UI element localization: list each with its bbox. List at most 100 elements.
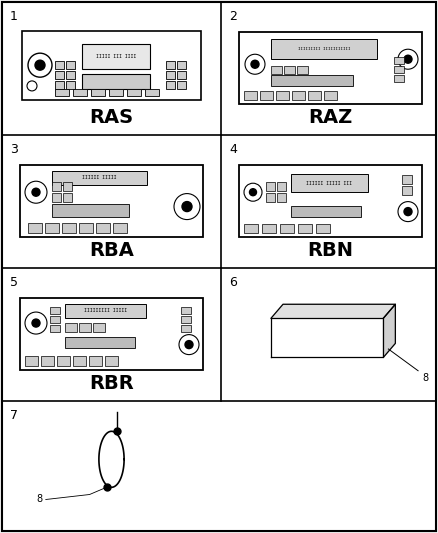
Circle shape bbox=[251, 60, 259, 68]
Bar bbox=[28, 223, 42, 233]
Text: RBA: RBA bbox=[89, 240, 134, 260]
Bar bbox=[52, 193, 61, 202]
Text: 4: 4 bbox=[229, 143, 237, 156]
Bar bbox=[52, 205, 129, 216]
Bar bbox=[82, 44, 150, 69]
Text: 5: 5 bbox=[10, 276, 18, 289]
Text: RAZ: RAZ bbox=[308, 108, 353, 126]
Bar bbox=[55, 61, 64, 69]
Bar bbox=[177, 61, 186, 69]
Bar bbox=[284, 66, 295, 74]
Bar bbox=[277, 193, 286, 202]
Text: 7: 7 bbox=[10, 409, 18, 422]
Bar bbox=[55, 71, 64, 79]
Bar bbox=[266, 182, 275, 191]
Bar bbox=[65, 324, 77, 333]
Text: 3: 3 bbox=[10, 143, 18, 156]
Text: IIIIIIIII IIIII: IIIIIIIII IIIII bbox=[84, 309, 127, 313]
Bar bbox=[145, 90, 159, 96]
Text: 1: 1 bbox=[10, 10, 18, 23]
Bar bbox=[20, 298, 203, 370]
Bar bbox=[55, 90, 69, 96]
Bar bbox=[73, 356, 86, 366]
Bar bbox=[394, 57, 404, 64]
Bar bbox=[292, 91, 305, 100]
Bar bbox=[50, 325, 60, 333]
Bar bbox=[79, 223, 93, 233]
Bar bbox=[66, 82, 75, 90]
Bar bbox=[266, 193, 275, 202]
Text: IIIIII IIIII: IIIIII IIIII bbox=[82, 175, 117, 180]
Bar bbox=[89, 356, 102, 366]
Bar bbox=[271, 39, 377, 59]
Bar bbox=[109, 90, 123, 96]
Bar bbox=[127, 90, 141, 96]
Bar bbox=[25, 356, 38, 366]
Bar bbox=[57, 356, 70, 366]
Circle shape bbox=[250, 189, 257, 196]
Bar bbox=[291, 206, 360, 216]
Bar bbox=[79, 324, 91, 333]
Bar bbox=[394, 66, 404, 73]
Bar bbox=[260, 91, 273, 100]
Bar bbox=[73, 90, 87, 96]
Bar bbox=[181, 308, 191, 314]
Bar bbox=[316, 224, 330, 233]
Bar bbox=[63, 182, 72, 191]
Bar bbox=[402, 186, 412, 195]
Bar bbox=[166, 61, 175, 69]
Bar bbox=[308, 91, 321, 100]
Bar bbox=[82, 74, 150, 90]
Text: 2: 2 bbox=[229, 10, 237, 23]
Bar bbox=[277, 182, 286, 191]
Circle shape bbox=[32, 188, 40, 196]
Text: IIIIII IIIII III: IIIIII IIIII III bbox=[307, 181, 353, 185]
Bar bbox=[298, 224, 312, 233]
Text: 8: 8 bbox=[37, 495, 43, 505]
Bar bbox=[52, 182, 61, 191]
Text: RBN: RBN bbox=[307, 240, 353, 260]
Bar bbox=[96, 223, 110, 233]
Bar bbox=[394, 75, 404, 82]
Bar bbox=[276, 91, 289, 100]
Circle shape bbox=[185, 341, 193, 349]
Bar bbox=[41, 356, 54, 366]
Bar bbox=[271, 75, 353, 86]
Bar bbox=[280, 224, 294, 233]
Bar bbox=[50, 317, 60, 324]
Bar bbox=[66, 71, 75, 79]
Circle shape bbox=[182, 201, 192, 212]
Bar bbox=[55, 82, 64, 90]
Bar bbox=[271, 66, 282, 74]
Bar bbox=[177, 71, 186, 79]
Text: IIIIIIIII IIIIIIIIIII: IIIIIIIII IIIIIIIIIII bbox=[298, 47, 350, 51]
Bar bbox=[66, 61, 75, 69]
Text: 8: 8 bbox=[422, 373, 428, 383]
Bar bbox=[239, 32, 422, 104]
Bar bbox=[181, 325, 191, 333]
Bar bbox=[291, 174, 368, 192]
Bar bbox=[244, 91, 257, 100]
Circle shape bbox=[35, 60, 45, 70]
Text: 6: 6 bbox=[229, 276, 237, 289]
Bar bbox=[52, 171, 147, 185]
Bar bbox=[91, 90, 105, 96]
Bar bbox=[63, 193, 72, 202]
Bar bbox=[22, 30, 201, 100]
Bar bbox=[177, 82, 186, 90]
Circle shape bbox=[32, 319, 40, 327]
Bar bbox=[105, 356, 118, 366]
Text: IIIII III IIII: IIIII III IIII bbox=[96, 54, 136, 59]
Bar bbox=[402, 175, 412, 184]
Text: RAS: RAS bbox=[89, 108, 134, 126]
Bar bbox=[45, 223, 59, 233]
Circle shape bbox=[404, 207, 412, 216]
Bar bbox=[50, 308, 60, 314]
Bar bbox=[181, 317, 191, 324]
Bar bbox=[93, 324, 105, 333]
Polygon shape bbox=[383, 304, 396, 357]
Bar bbox=[113, 223, 127, 233]
Bar bbox=[262, 224, 276, 233]
Bar bbox=[65, 304, 145, 318]
Bar bbox=[166, 82, 175, 90]
